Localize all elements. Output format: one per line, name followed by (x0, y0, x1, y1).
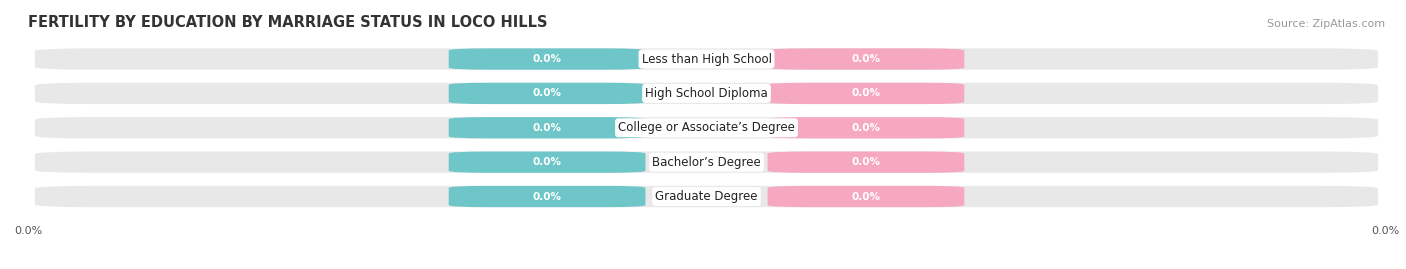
Text: 0.0%: 0.0% (852, 157, 880, 167)
FancyBboxPatch shape (449, 186, 645, 207)
Text: 0.0%: 0.0% (852, 192, 880, 201)
Text: Graduate Degree: Graduate Degree (655, 190, 758, 203)
Text: High School Diploma: High School Diploma (645, 87, 768, 100)
Text: 0.0%: 0.0% (533, 192, 561, 201)
Text: 0.0%: 0.0% (852, 89, 880, 98)
FancyBboxPatch shape (768, 186, 965, 207)
Text: 0.0%: 0.0% (533, 157, 561, 167)
FancyBboxPatch shape (35, 151, 1378, 173)
FancyBboxPatch shape (35, 48, 1378, 70)
Text: 0.0%: 0.0% (533, 123, 561, 133)
Text: Bachelor’s Degree: Bachelor’s Degree (652, 156, 761, 169)
Text: 0.0%: 0.0% (533, 54, 561, 64)
FancyBboxPatch shape (768, 48, 965, 70)
FancyBboxPatch shape (768, 117, 965, 139)
FancyBboxPatch shape (768, 151, 965, 173)
FancyBboxPatch shape (768, 83, 965, 104)
FancyBboxPatch shape (449, 48, 645, 70)
Text: Less than High School: Less than High School (641, 52, 772, 66)
Text: 0.0%: 0.0% (852, 54, 880, 64)
Text: 0.0%: 0.0% (852, 123, 880, 133)
FancyBboxPatch shape (449, 83, 645, 104)
FancyBboxPatch shape (35, 117, 1378, 139)
FancyBboxPatch shape (449, 151, 645, 173)
FancyBboxPatch shape (35, 83, 1378, 104)
FancyBboxPatch shape (449, 117, 645, 139)
FancyBboxPatch shape (35, 186, 1378, 207)
Text: FERTILITY BY EDUCATION BY MARRIAGE STATUS IN LOCO HILLS: FERTILITY BY EDUCATION BY MARRIAGE STATU… (28, 15, 547, 30)
Text: 0.0%: 0.0% (533, 89, 561, 98)
Text: Source: ZipAtlas.com: Source: ZipAtlas.com (1267, 19, 1385, 29)
Text: College or Associate’s Degree: College or Associate’s Degree (619, 121, 794, 134)
